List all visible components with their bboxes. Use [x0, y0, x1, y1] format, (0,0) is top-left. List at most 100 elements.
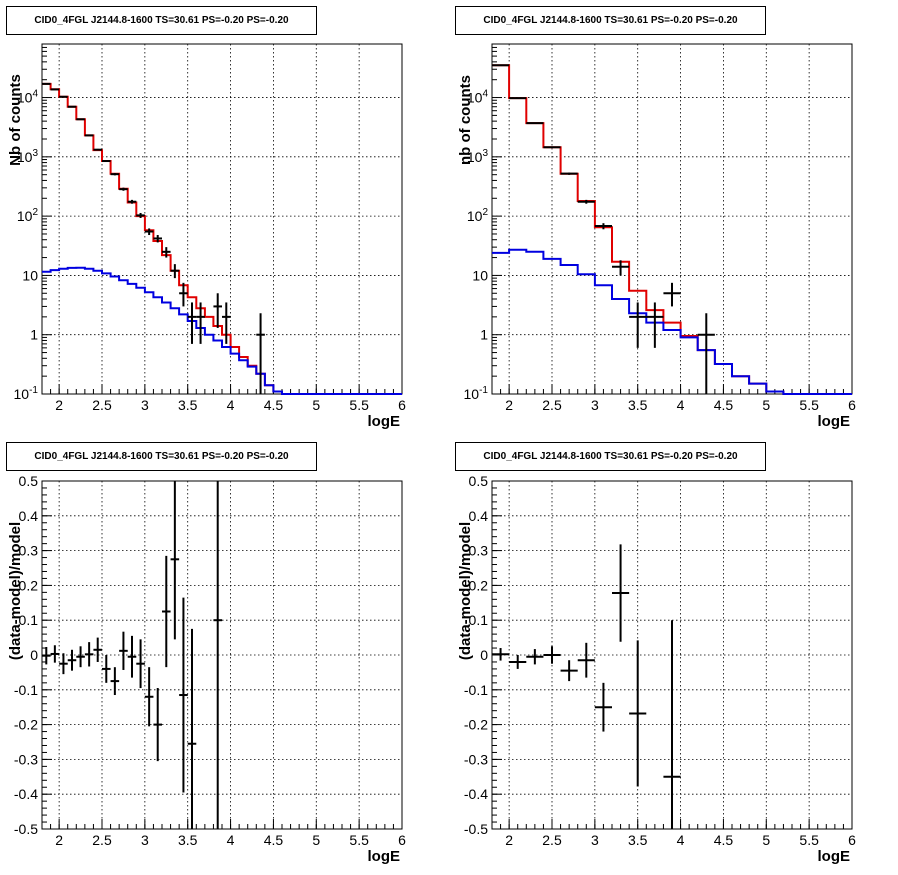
y-tick-label: 0.5	[19, 473, 39, 489]
x-tick-label: 4	[227, 397, 235, 413]
data-point	[187, 628, 197, 829]
x-tick-label: 2.5	[542, 832, 562, 848]
data-point	[170, 264, 180, 279]
x-tick-label: 2	[505, 832, 513, 848]
data-point	[93, 148, 102, 151]
plot-frame	[491, 43, 853, 395]
y-tick-label: 0.4	[19, 508, 39, 524]
x-tick-label: 3.5	[628, 397, 648, 413]
y-tick-label: 0.5	[469, 473, 489, 489]
y-tick-label: -0.3	[464, 751, 488, 767]
data-point	[127, 199, 137, 204]
chart-panel-3: 2 2.5 3 3.5 4 4.5 5 5.5 6 -0.5 -0.4 -0.3 -0.2 -0.1 0 0.…	[7, 473, 406, 865]
x-tick-label: 5	[312, 397, 320, 413]
x-tick-label: 3	[141, 397, 149, 413]
x-tick-label: 5.5	[349, 832, 369, 848]
data-point	[119, 631, 128, 670]
y-tick-label: -0.1	[464, 682, 488, 698]
y-tick-label: 103	[467, 148, 489, 165]
x-tick-label: 2	[55, 397, 63, 413]
y-axis-label: Nb of counts	[7, 74, 24, 166]
x-tick-label: 4.5	[714, 832, 734, 848]
y-tick-label: -0.4	[464, 786, 488, 802]
data-point	[42, 646, 51, 665]
data-point	[76, 118, 85, 121]
data-point	[213, 293, 222, 328]
x-tick-label: 6	[848, 832, 856, 848]
data-point	[187, 302, 197, 344]
source_model-histogram	[492, 248, 852, 395]
y-tick-label: 103	[17, 148, 39, 165]
y-tick-label: 10-1	[464, 385, 489, 402]
chart-panel-1: 2 2.5 3 3.5 4 4.5 5 5.5 6 10-1 1 10 102 103 104 logE Nb …	[7, 43, 406, 430]
x-tick-label: 3	[591, 397, 599, 413]
y-tick-label: -0.3	[14, 751, 38, 767]
data-point	[577, 642, 595, 678]
y-tick-label: 102	[467, 207, 489, 224]
x-axis-label: logE	[368, 848, 401, 865]
chart-title: CID0_4FGL J2144.8-1600 TS=30.61 PS=-0.20…	[6, 6, 317, 35]
data-point	[102, 655, 111, 683]
data-point	[67, 105, 77, 108]
data-point	[663, 282, 681, 307]
y-tick-label: 104	[17, 89, 39, 106]
x-tick-label: 4.5	[714, 397, 734, 413]
x-tick-label: 2.5	[92, 397, 112, 413]
y-tick-label: -0.1	[14, 682, 38, 698]
data-point	[560, 660, 578, 682]
data-point	[119, 187, 128, 191]
x-axis-label: logE	[818, 848, 851, 865]
data-point	[153, 235, 162, 243]
x-tick-label: 4.5	[264, 832, 284, 848]
x-tick-label: 5	[762, 397, 770, 413]
data-point	[170, 481, 180, 640]
data-point	[492, 648, 510, 661]
data-point	[509, 655, 527, 669]
x-tick-label: 4	[227, 832, 235, 848]
x-tick-label: 5.5	[349, 397, 369, 413]
y-tick-label: 0.3	[469, 543, 489, 559]
x-tick-label: 3.5	[628, 832, 648, 848]
x-tick-label: 3	[141, 832, 149, 848]
data-point	[179, 597, 188, 793]
data-point	[629, 640, 647, 787]
x-tick-label: 2	[55, 832, 63, 848]
x-tick-label: 4	[677, 832, 685, 848]
plot-frame	[41, 43, 403, 395]
chart-title: CID0_4FGL J2144.8-1600 TS=30.61 PS=-0.20…	[455, 6, 766, 35]
data-point	[196, 302, 205, 344]
x-tick-label: 5	[312, 832, 320, 848]
chart-panel-4: 2 2.5 3 3.5 4 4.5 5 5.5 6 -0.5 -0.4 -0.3 -0.2 -0.1 0 0.…	[457, 473, 856, 865]
data-point	[222, 302, 231, 344]
y-tick-label: 10	[472, 267, 488, 283]
data-point	[144, 228, 154, 236]
chart-title: CID0_4FGL J2144.8-1600 TS=30.61 PS=-0.20…	[455, 442, 766, 471]
data-point	[663, 620, 681, 829]
x-tick-label: 6	[848, 397, 856, 413]
data-point	[144, 667, 154, 727]
data-point	[110, 667, 120, 696]
data-point	[179, 282, 188, 307]
data-point	[162, 555, 171, 668]
x-tick-label: 3.5	[178, 397, 198, 413]
y-tick-label: 0.3	[19, 543, 39, 559]
data-point	[67, 649, 77, 671]
data-point	[543, 646, 561, 664]
data-point	[594, 223, 612, 230]
data-point	[59, 95, 68, 98]
x-tick-label: 2	[505, 397, 513, 413]
data-point	[136, 639, 145, 689]
data-point	[127, 635, 137, 678]
y-tick-label: -0.2	[464, 717, 488, 733]
data-point	[526, 649, 544, 665]
data-point	[76, 646, 85, 668]
x-tick-label: 5.5	[799, 397, 819, 413]
y-tick-label: 104	[467, 89, 489, 106]
total_model-histogram	[492, 64, 852, 395]
y-tick-label: 10-1	[14, 385, 39, 402]
x-tick-label: 3	[591, 832, 599, 848]
y-tick-label: 10	[22, 267, 38, 283]
x-axis-label: logE	[818, 413, 851, 430]
data-point	[213, 481, 222, 829]
y-tick-label: -0.4	[14, 786, 38, 802]
